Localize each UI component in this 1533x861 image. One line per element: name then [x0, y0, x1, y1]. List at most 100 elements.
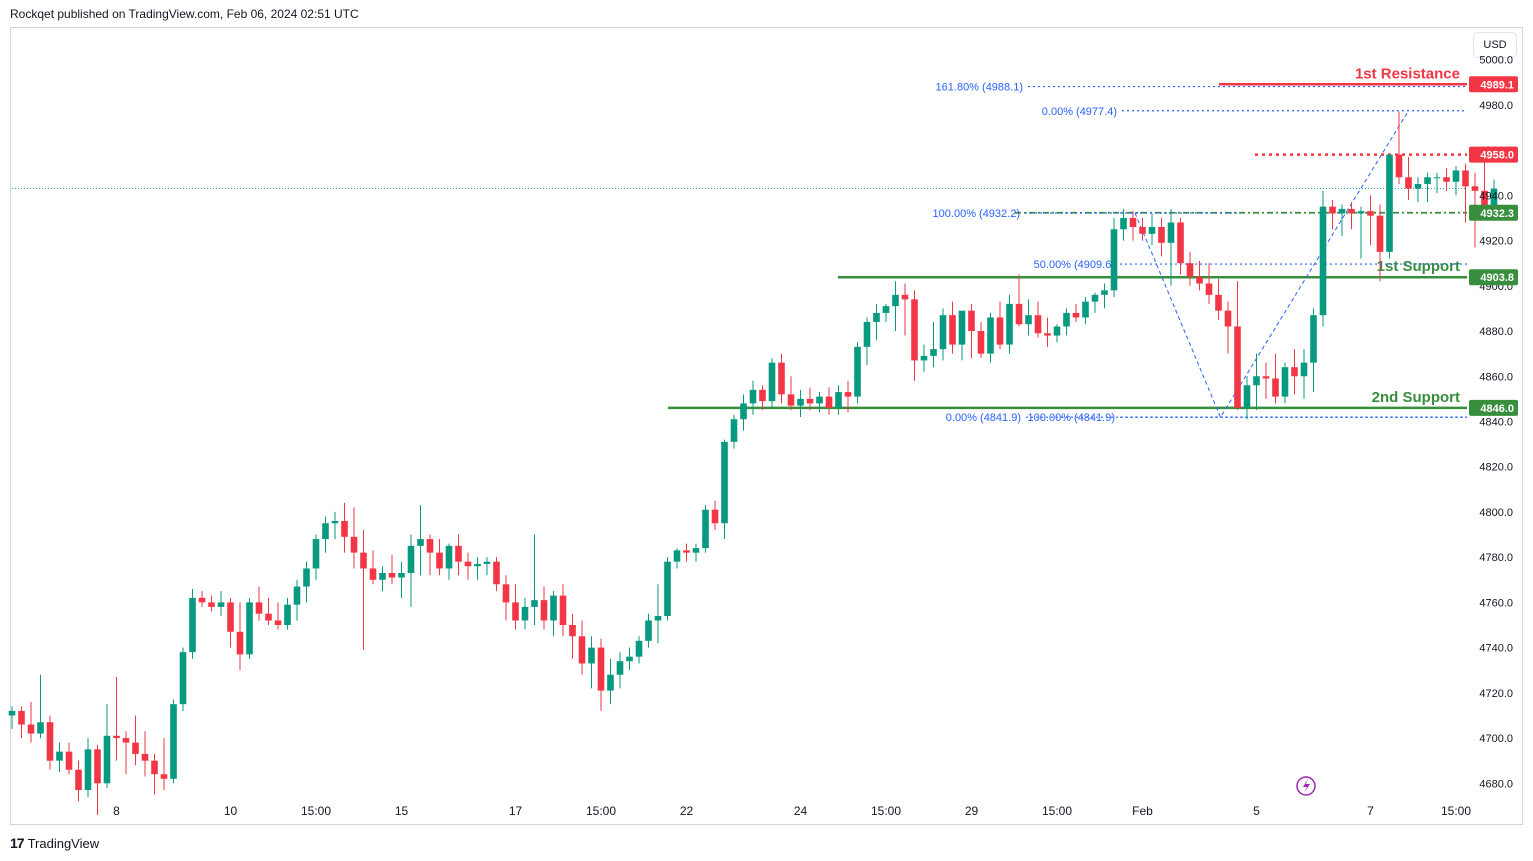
candle-body [1386, 154, 1393, 252]
candle-body [1291, 367, 1298, 377]
candle-body [1053, 326, 1061, 336]
candle-body [1120, 217, 1127, 230]
candle-body [1357, 211, 1365, 214]
candle-body [1481, 190, 1488, 207]
candle-body [1110, 229, 1118, 291]
candle-body [588, 647, 595, 664]
candle-body [274, 620, 282, 625]
y-tick-label: 4840.0 [1479, 416, 1513, 428]
price-tag-box [1469, 204, 1518, 221]
candle-body [1101, 290, 1108, 295]
candle-body [749, 389, 757, 404]
candle-body [1139, 227, 1146, 234]
x-tick-label: 10 [224, 804, 238, 818]
fib-label: 50.00% (4909.6) [1034, 259, 1115, 271]
x-tick-label: 8 [113, 804, 120, 818]
candle-body [1006, 303, 1013, 345]
level-lines: 1st Resistance 1st Support 2nd Support [12, 65, 1467, 410]
candle-body [1025, 315, 1032, 325]
candle-body [8, 710, 16, 716]
candle-body [37, 722, 44, 734]
y-tick-label: 4940.0 [1479, 190, 1513, 202]
candle-body [645, 620, 652, 641]
candle-body [464, 561, 472, 567]
candle-body [911, 299, 918, 361]
candle-body [844, 392, 852, 397]
candle-body [132, 742, 139, 754]
candle-body [873, 312, 880, 322]
candle-body [1338, 208, 1346, 214]
candle-body [711, 509, 719, 524]
candle-body [1433, 177, 1441, 179]
y-tick-label: 4780.0 [1479, 552, 1513, 564]
candle-body [369, 568, 377, 580]
candle-body [407, 545, 415, 573]
x-tick-label: 15:00 [586, 804, 616, 818]
candle-body [284, 604, 291, 625]
footer-brand[interactable]: TradingView [27, 835, 100, 851]
candle-body [255, 602, 263, 614]
candle-body [1490, 188, 1498, 207]
candle-body [331, 520, 339, 524]
candle-body [901, 294, 909, 300]
y-tick-label: 4720.0 [1479, 688, 1513, 700]
currency-button[interactable]: USD [1473, 32, 1517, 58]
candle-body [1300, 362, 1308, 377]
candle-body [208, 602, 215, 607]
candle-body [1414, 184, 1422, 189]
x-tick-label: 7 [1367, 804, 1374, 818]
candle-body [455, 545, 462, 562]
candle-body [1158, 227, 1165, 243]
candle-body [103, 735, 111, 784]
x-tick-label: 22 [680, 804, 694, 818]
candle-body [388, 572, 396, 578]
x-tick-label: Feb [1132, 804, 1153, 818]
x-tick-label: 5 [1253, 804, 1260, 818]
candle-body [46, 722, 54, 761]
fib-label: 0.00% (4841.9) [946, 412, 1021, 424]
candle-body [958, 310, 966, 345]
candle-body [550, 595, 557, 621]
candle-body [94, 749, 101, 784]
price-tag-box [1469, 269, 1518, 286]
x-tick-label: 15 [395, 804, 409, 818]
candle-body [759, 389, 766, 402]
candle-body [56, 751, 63, 761]
candle-body [151, 760, 158, 775]
candle-body [1329, 206, 1336, 214]
candle-body [113, 735, 120, 739]
candle-body [939, 315, 947, 350]
candle-body [1395, 154, 1403, 178]
candle-body [1091, 294, 1099, 302]
candle-body [740, 403, 747, 420]
candle-body [597, 647, 605, 691]
candle-body [654, 615, 662, 621]
candle-body [778, 362, 785, 395]
candle-body [1424, 177, 1431, 185]
candle-body [559, 595, 567, 625]
candle-body [1367, 211, 1374, 216]
candle-body [1376, 215, 1384, 252]
fibonacci-drawing: 161.80% (4988.1) 0.00% (4977.4) 100.00% (4… [933, 82, 1467, 424]
candle-body [1072, 312, 1080, 318]
candle-body [160, 774, 168, 779]
candle-body [730, 419, 738, 442]
candle-body [721, 441, 728, 524]
candle-body [673, 550, 681, 562]
y-tick-label: 4700.0 [1479, 733, 1513, 745]
x-tick-label: 15:00 [301, 804, 331, 818]
candle-body [512, 602, 519, 621]
x-axis: 8 10 15:00 15 17 15:00 22 24 15:00 29 15:00 Feb 5 7 15… [113, 804, 1471, 818]
y-tick-label: 4680.0 [1479, 778, 1513, 790]
candle-body [968, 310, 975, 332]
candle-body [341, 520, 348, 537]
candle-body [1348, 208, 1355, 214]
candle-body [1405, 177, 1412, 189]
price-tag-box [1469, 399, 1518, 416]
pulse-icon-bolt [1303, 779, 1310, 793]
candle-body [930, 349, 937, 356]
pulse-icon[interactable] [1296, 776, 1316, 796]
candle-body [835, 392, 842, 408]
candle-body [360, 552, 367, 569]
